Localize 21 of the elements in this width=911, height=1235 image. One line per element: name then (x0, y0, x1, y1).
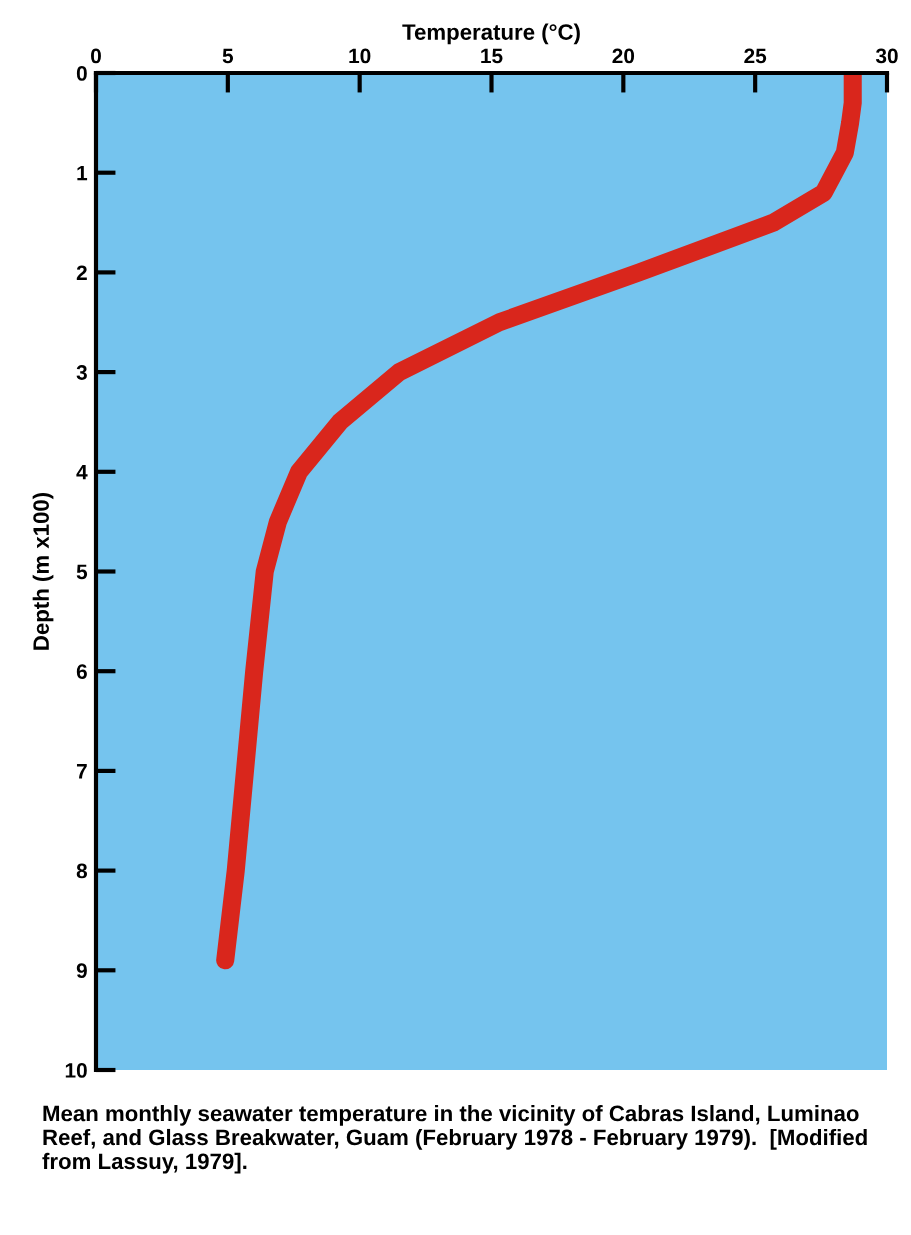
x-tick-label: 0 (91, 48, 101, 64)
x-tick-label: 20 (612, 48, 635, 64)
x-tick-label: 30 (875, 48, 898, 64)
y-tick-label: 10 (65, 1063, 87, 1078)
y-tick-label: 6 (76, 664, 87, 679)
y-tick-label: 5 (76, 564, 88, 580)
y-tick-label: 3 (76, 365, 87, 380)
text: Mean monthly seawater temperature in the vicinity of Cabras Island, Luminao Reef, and Glass Breakwater, Guam (February 1978 - February 1979). [Modified from Lassuy, 1979]. (42, 1105, 867, 1174)
x-tick-label: 25 (744, 48, 767, 64)
y-tick-label: 7 (76, 764, 87, 779)
y-tick-label: 2 (76, 265, 87, 280)
y-tick-label: 9 (76, 963, 87, 979)
y-tick-label: 0 (76, 66, 87, 81)
y-tick-label: 8 (76, 863, 88, 879)
y-tick-label: 4 (76, 465, 88, 480)
y-axis-title: Depth (m x100) (32, 492, 54, 650)
x-tick-label: 15 (481, 48, 503, 64)
x-axis-title: Temperature (°C) (402, 23, 580, 45)
x-tick-label: 5 (222, 48, 234, 64)
x-tick-label: 10 (349, 48, 371, 64)
y-tick-label: 1 (77, 165, 88, 181)
